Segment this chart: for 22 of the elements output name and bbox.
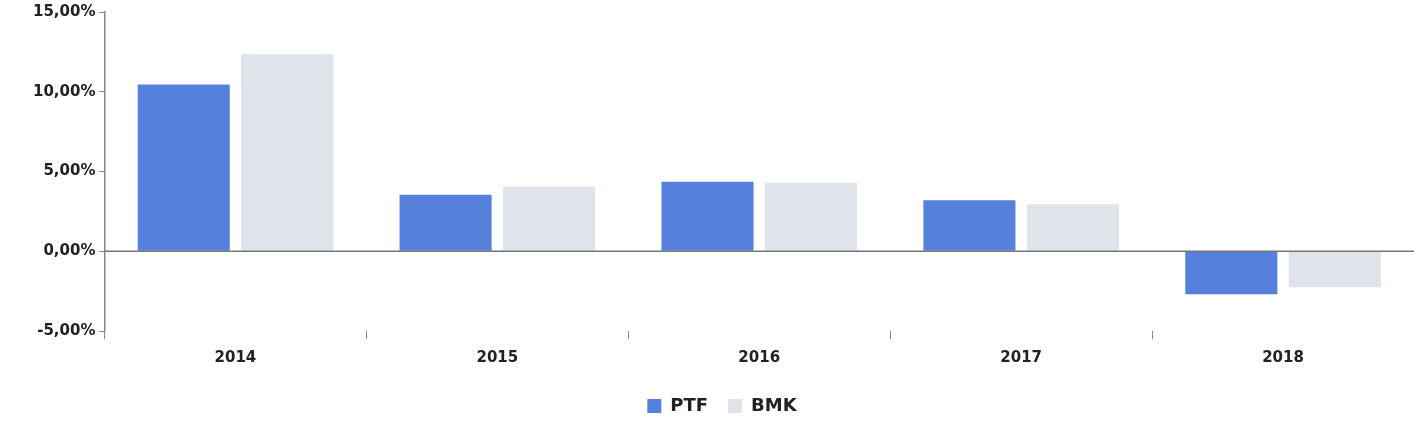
legend-label: BMK — [751, 393, 798, 415]
x-tick-label: 2015 — [476, 347, 519, 366]
x-tick-label: 2017 — [1000, 347, 1043, 366]
y-tick-label: -5,00% — [37, 320, 96, 339]
bar — [503, 186, 596, 251]
bar — [764, 182, 857, 251]
y-tick-label: 10,00% — [32, 81, 96, 100]
bar — [1026, 204, 1119, 251]
x-tick-label: 2016 — [738, 347, 781, 366]
y-tick-label: 0,00% — [43, 241, 96, 260]
bar — [1185, 251, 1278, 295]
x-tick-label: 2018 — [1262, 347, 1304, 366]
legend-label: PTF — [670, 393, 709, 415]
bar — [923, 200, 1016, 251]
bar — [241, 54, 334, 251]
bar — [399, 194, 492, 251]
y-tick-label: 15,00% — [32, 1, 96, 20]
bar — [137, 84, 230, 251]
bar — [1288, 251, 1381, 288]
y-tick-label: 5,00% — [43, 161, 96, 180]
bar — [661, 181, 754, 251]
x-tick-label: 2014 — [214, 347, 257, 366]
